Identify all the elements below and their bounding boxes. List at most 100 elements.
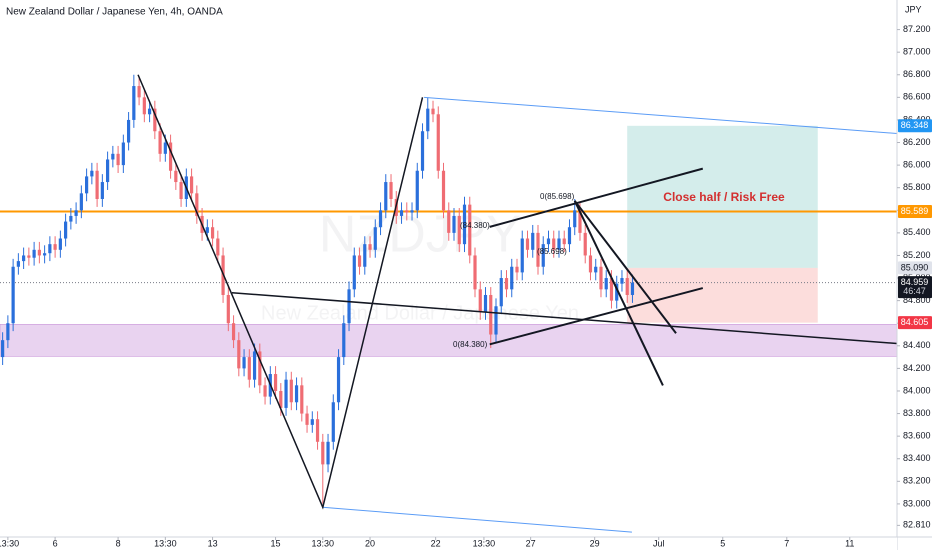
- candle-body: [132, 86, 136, 120]
- x-tick-label: 6: [53, 538, 58, 548]
- candle-body: [331, 402, 335, 442]
- trend-line: [231, 291, 898, 345]
- candle-body: [158, 131, 162, 154]
- x-tick-label: 13:30: [154, 538, 177, 548]
- y-tick-label: 85.200: [903, 250, 931, 260]
- x-tick-label: 15: [271, 538, 281, 548]
- candle-body: [420, 131, 425, 171]
- candle-body: [489, 294, 493, 335]
- candle-body: [441, 170, 446, 211]
- candle-body: [163, 142, 167, 154]
- price-label: 86.348: [901, 120, 929, 130]
- price-label-box: [898, 119, 932, 133]
- y-tick-label: 83.400: [903, 453, 931, 463]
- y-tick-label: 86.000: [903, 159, 931, 169]
- candle-body: [447, 210, 451, 233]
- candle-body: [289, 379, 293, 403]
- candle-body: [594, 266, 598, 273]
- candle-body: [630, 282, 635, 295]
- y-tick-label: 83.200: [903, 476, 931, 486]
- x-tick-label: 29: [590, 538, 600, 548]
- trend-line: [424, 96, 898, 134]
- candle-body: [520, 238, 524, 273]
- y-tick-label: 83.600: [903, 431, 931, 441]
- candle-body: [6, 323, 10, 341]
- candle-body: [620, 278, 624, 284]
- x-tick-label: 7: [784, 538, 789, 548]
- currency-label: JPY: [905, 4, 922, 14]
- fib-label: 0(84.380): [453, 340, 488, 349]
- candle-body: [389, 182, 393, 199]
- candle-body: [90, 170, 94, 177]
- candle-body: [11, 266, 15, 324]
- candle-body: [53, 244, 57, 250]
- y-tick-label: 86.600: [903, 92, 931, 102]
- candle-body: [326, 441, 330, 465]
- candle-body: [226, 294, 230, 324]
- candle-body: [237, 340, 241, 369]
- x-tick-label: Jul: [653, 538, 665, 548]
- candle-body: [32, 249, 36, 258]
- candle-body: [604, 278, 608, 290]
- time-axis: [0, 537, 897, 550]
- candle-body: [22, 255, 26, 262]
- candle-body: [310, 419, 314, 425]
- trend-line: [489, 167, 704, 228]
- candle-body: [58, 238, 62, 250]
- candle-body: [347, 289, 351, 324]
- current-price-label: 84.959: [901, 277, 929, 287]
- candle-body: [478, 289, 482, 312]
- candle-body: [462, 204, 467, 245]
- candle-body: [16, 261, 20, 267]
- y-tick-label: 84.200: [903, 363, 931, 373]
- candle-body: [457, 215, 461, 245]
- candle-body: [357, 255, 362, 267]
- chart-title: New Zealand Dollar / Japanese Yen, 4h, O…: [6, 7, 223, 18]
- candle-body: [27, 255, 31, 258]
- candle-body: [174, 170, 178, 183]
- price-label: 85.589: [901, 206, 929, 216]
- trend-line: [489, 287, 704, 346]
- countdown-label: 46:47: [903, 286, 926, 296]
- candle-body: [494, 306, 498, 335]
- x-tick-label: 13: [208, 538, 218, 548]
- candle-body: [105, 159, 110, 183]
- candle-body: [426, 108, 430, 132]
- candle-body: [510, 266, 514, 290]
- y-tick-label: 83.800: [903, 408, 931, 418]
- candle-body: [279, 390, 283, 408]
- profit-zone: [627, 125, 818, 268]
- candle-body: [247, 357, 251, 380]
- support-zone: [0, 324, 898, 357]
- candle-body: [515, 266, 519, 273]
- x-tick-label: 22: [431, 538, 441, 548]
- annotation: Close half / Risk Free: [663, 190, 785, 204]
- candle-body: [300, 385, 304, 414]
- candle-body: [504, 278, 509, 290]
- candle-body: [284, 379, 288, 408]
- candle-body: [153, 108, 157, 132]
- candle-body: [378, 210, 383, 228]
- candle-body: [205, 227, 209, 233]
- candle-body: [342, 323, 346, 358]
- x-tick-label: 27: [526, 538, 536, 548]
- candle-body: [531, 232, 535, 250]
- y-tick-label: 82.810: [903, 520, 931, 530]
- candle-body: [578, 210, 582, 233]
- candle-body: [37, 249, 41, 256]
- x-tick-label: 13:30: [312, 538, 335, 548]
- candle-body: [294, 385, 299, 403]
- fib-label: 0(85.698): [540, 192, 575, 201]
- candle-body: [210, 227, 215, 239]
- candle-body: [352, 255, 356, 290]
- y-tick-label: 86.200: [903, 137, 931, 147]
- candle-body: [43, 253, 47, 256]
- price-label-box: [898, 316, 932, 330]
- candle-body: [74, 210, 78, 216]
- candle-body: [452, 215, 456, 233]
- candle-body: [189, 176, 194, 194]
- candle-body: [541, 244, 545, 267]
- watermark-subtitle: New Zealand Dollar / Japanese Yen: [261, 302, 579, 324]
